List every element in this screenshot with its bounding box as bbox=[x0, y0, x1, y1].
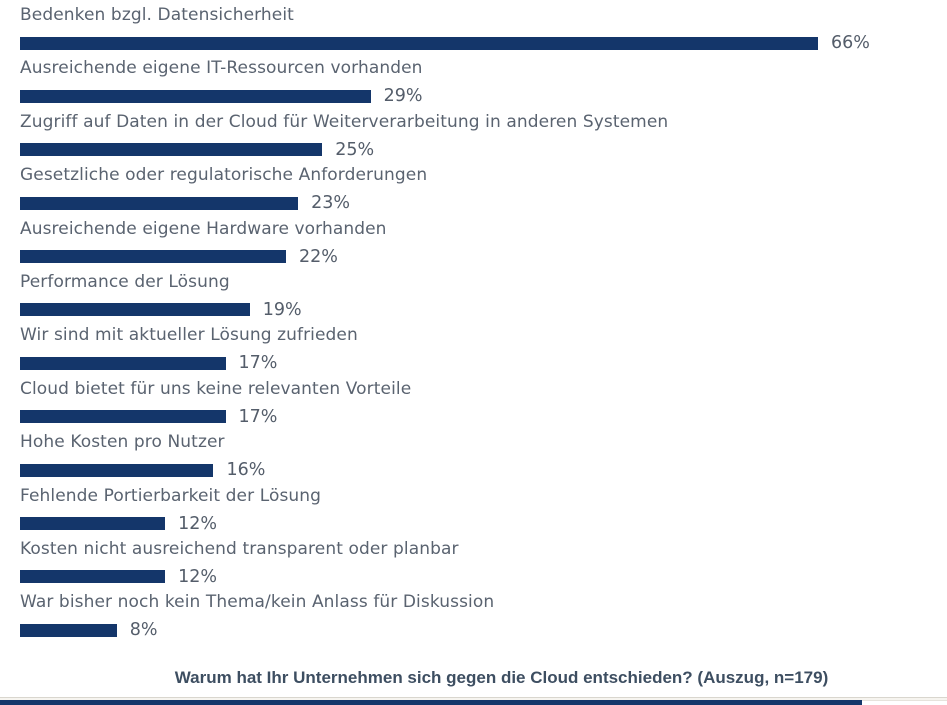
bar-line: 17% bbox=[20, 353, 947, 373]
bar-label: Fehlende Portierbarkeit der Lösung bbox=[20, 485, 322, 506]
bar-label: Ausreichende eigene IT-Ressourcen vorhan… bbox=[20, 58, 423, 79]
bar-row: Performance der Lösung 19% bbox=[20, 269, 947, 322]
bar-value-label: 12% bbox=[178, 566, 217, 587]
bar bbox=[20, 89, 371, 103]
bar-line: 19% bbox=[20, 300, 947, 320]
bar-row: Ausreichende eigene Hardware vorhanden 22… bbox=[20, 216, 947, 269]
bar bbox=[20, 36, 818, 50]
bar-row: Zugriff auf Daten in der Cloud für Weite… bbox=[20, 109, 947, 162]
bar-value-label: 16% bbox=[226, 460, 266, 481]
bar-value-label: 23% bbox=[311, 193, 350, 214]
bar-label: Cloud bietet für uns keine relevanten Vo… bbox=[20, 378, 412, 399]
bar-value-label: 66% bbox=[831, 33, 870, 53]
bar-label: Bedenken bzgl. Datensicherheit bbox=[20, 5, 294, 25]
bar-line: 22% bbox=[20, 247, 947, 267]
bar-row: Gesetzliche oder regulatorische Anforder… bbox=[20, 162, 947, 215]
bar-row: Kosten nicht ausreichend transparent ode… bbox=[20, 536, 947, 589]
bar-label: Performance der Lösung bbox=[20, 271, 230, 292]
bar-line: 29% bbox=[20, 86, 947, 106]
bar-line: 12% bbox=[20, 514, 947, 534]
bar-row: Fehlende Portierbarkeit der Lösung 12% bbox=[20, 483, 947, 536]
bar-row: Cloud bietet für uns keine relevanten Vo… bbox=[20, 376, 947, 429]
bar-value-label: 22% bbox=[299, 246, 338, 267]
bar-label: Wir sind mit aktueller Lösung zufrieden bbox=[20, 325, 358, 346]
bar bbox=[20, 570, 166, 584]
bar-value-label: 17% bbox=[238, 353, 278, 374]
bar-value-label: 29% bbox=[383, 86, 423, 107]
footer-accent-bar bbox=[0, 700, 862, 705]
bar-row: War bisher noch kein Thema/kein Anlass f… bbox=[20, 589, 947, 642]
bar-label: Zugriff auf Daten in der Cloud für Weite… bbox=[20, 111, 669, 132]
bar-row: Bedenken bzgl. Datensicherheit 66% bbox=[20, 2, 947, 55]
bar-line: 8% bbox=[20, 620, 947, 640]
bar-row: Ausreichende eigene IT-Ressourcen vorhan… bbox=[20, 55, 947, 108]
bar-label: War bisher noch kein Thema/kein Anlass f… bbox=[20, 592, 495, 613]
bar-line: 17% bbox=[20, 407, 947, 427]
bar bbox=[20, 623, 117, 637]
bar-row: Wir sind mit aktueller Lösung zufrieden 1… bbox=[20, 322, 947, 375]
bar bbox=[20, 250, 286, 264]
bar bbox=[20, 303, 250, 317]
bar-line: 16% bbox=[20, 460, 947, 480]
bar-value-label: 8% bbox=[129, 620, 158, 641]
bar-line: 23% bbox=[20, 193, 947, 213]
bar-value-label: 25% bbox=[335, 139, 375, 160]
chart-title: Warum hat Ihr Unternehmen sich gegen die… bbox=[174, 668, 829, 687]
bar-line: 12% bbox=[20, 567, 947, 587]
bar-value-label: 19% bbox=[262, 299, 302, 320]
bar-line: 66% bbox=[20, 33, 947, 53]
bar-line: 25% bbox=[20, 140, 947, 160]
bar bbox=[20, 143, 323, 157]
bar bbox=[20, 410, 226, 424]
bar bbox=[20, 356, 226, 370]
bar-row: Hohe Kosten pro Nutzer 16% bbox=[20, 429, 947, 482]
bar bbox=[20, 196, 299, 210]
bar bbox=[20, 517, 166, 531]
bar bbox=[20, 463, 214, 477]
bar-value-label: 17% bbox=[238, 406, 278, 427]
bar-label: Kosten nicht ausreichend transparent ode… bbox=[20, 538, 459, 559]
bar-label: Hohe Kosten pro Nutzer bbox=[20, 432, 225, 453]
bar-chart-area: Bedenken bzgl. Datensicherheit 66% Ausreic… bbox=[20, 2, 947, 643]
bar-label: Gesetzliche oder regulatorische Anforder… bbox=[20, 165, 428, 186]
bar-value-label: 12% bbox=[178, 513, 217, 534]
bar-label: Ausreichende eigene Hardware vorhanden bbox=[20, 218, 387, 239]
